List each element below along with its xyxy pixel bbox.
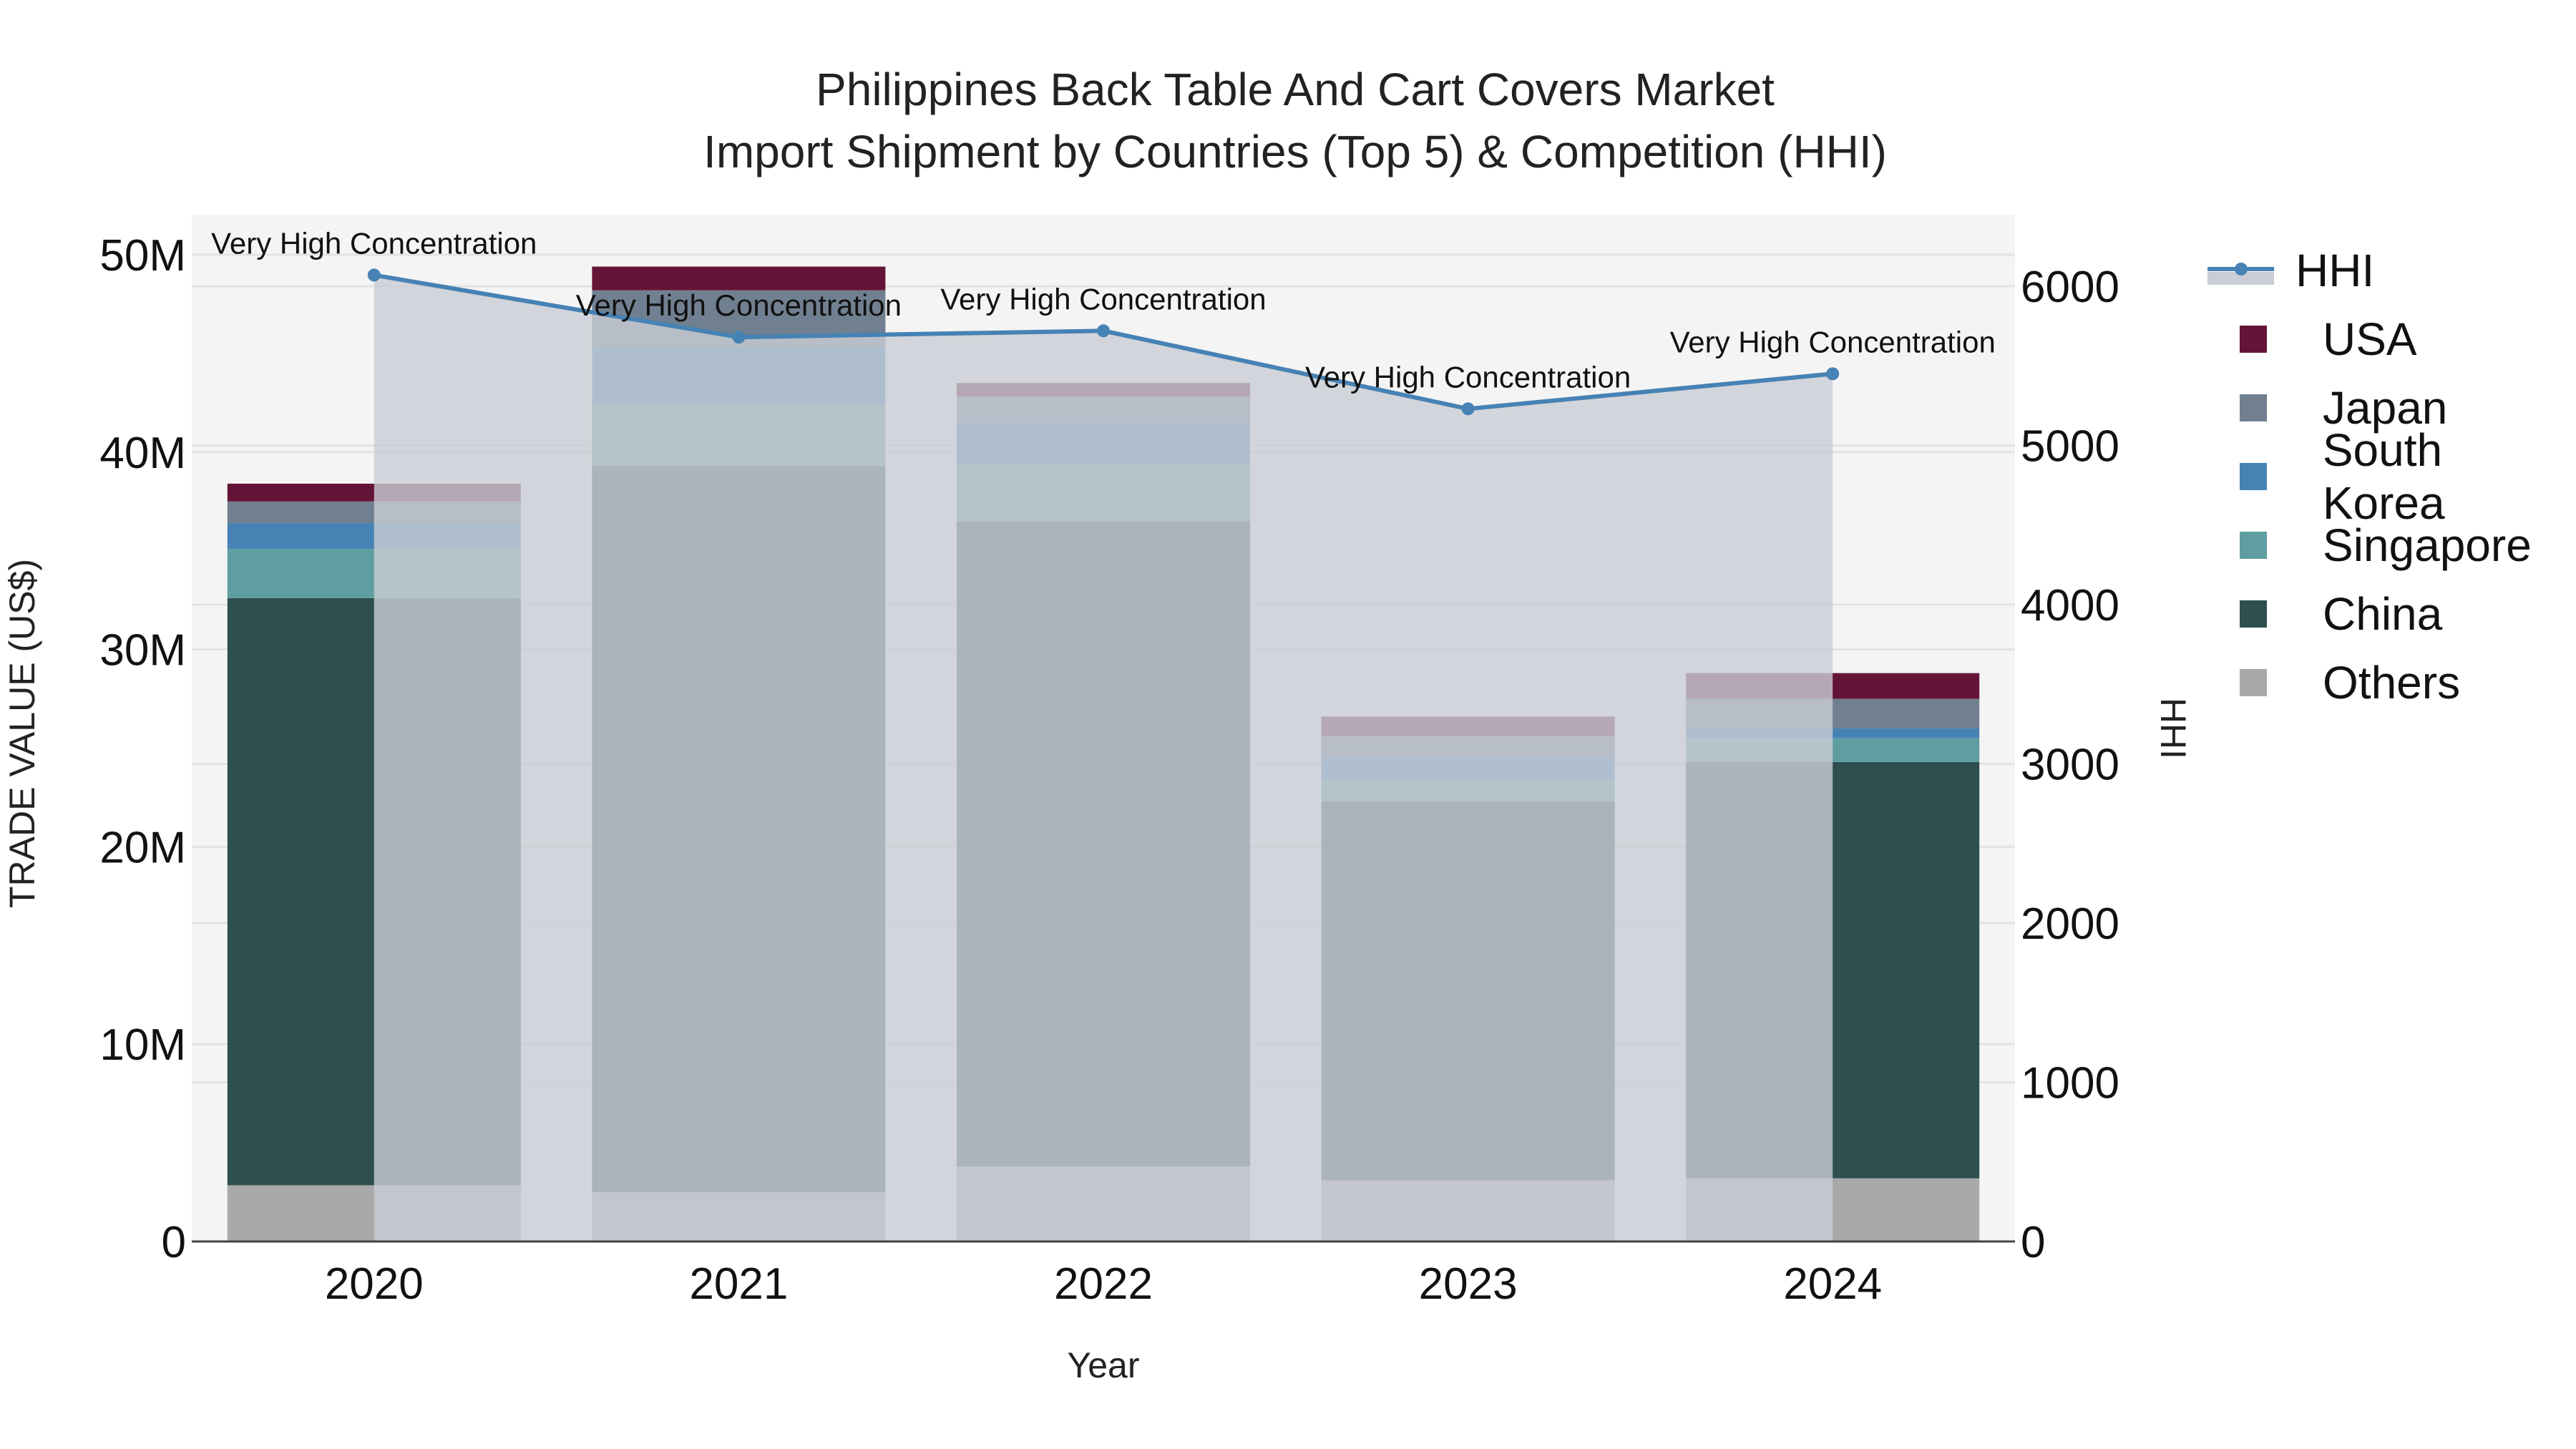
x-tick: 2024 xyxy=(1783,1259,1882,1309)
legend-item-hhi[interactable]: HHI xyxy=(2207,236,2576,305)
legend-item-china[interactable]: China xyxy=(2207,580,2576,648)
legend-label: Others xyxy=(2323,657,2461,708)
x-tick: 2023 xyxy=(1419,1259,1518,1309)
y-left-tick: 40M xyxy=(99,429,186,478)
x-tick: 2022 xyxy=(1054,1259,1153,1309)
legend-item-south-korea[interactable]: South Korea xyxy=(2207,424,2576,529)
line-marker-icon xyxy=(2207,256,2274,285)
chart-title-line1: Philippines Back Table And Cart Covers M… xyxy=(816,64,1775,115)
hhi-point[interactable] xyxy=(367,268,381,282)
y-right-tick: 3000 xyxy=(2021,741,2119,790)
y-left-tick: 20M xyxy=(99,823,186,872)
legend-label: Singapore xyxy=(2323,519,2532,571)
y-left-axis-title: TRADE VALUE (US$) xyxy=(2,559,42,908)
legend-label: South Korea xyxy=(2322,424,2445,529)
color-swatch-icon xyxy=(2240,326,2267,353)
bar-segment-usa[interactable] xyxy=(592,266,886,291)
y-right-tick: 2000 xyxy=(2021,899,2119,949)
y-left-tick: 0 xyxy=(162,1218,186,1267)
color-swatch-icon xyxy=(2240,463,2267,490)
hhi-area xyxy=(374,275,1833,1241)
y-right-axis-title: HHI xyxy=(2153,698,2193,759)
hhi-annotation: Very High Concentration xyxy=(1305,360,1631,394)
chart-title-line2: Import Shipment by Countries (Top 5) & C… xyxy=(703,126,1887,177)
y-right-tick: 5000 xyxy=(2021,422,2119,472)
color-swatch-icon xyxy=(2240,394,2267,421)
hhi-annotation: Very High Concentration xyxy=(1670,325,1996,358)
x-tick: 2021 xyxy=(689,1259,788,1309)
color-swatch-icon xyxy=(2240,669,2267,696)
legend-item-japan[interactable]: Japan xyxy=(2207,374,2576,442)
legend-item-usa[interactable]: USA xyxy=(2207,305,2576,374)
legend-label: HHI xyxy=(2296,245,2375,296)
y-left-tick: 30M xyxy=(99,626,186,675)
color-swatch-icon xyxy=(2240,532,2267,559)
y-right-tick: 6000 xyxy=(2021,263,2119,312)
x-tick: 2020 xyxy=(325,1259,424,1309)
y-right-tick: 4000 xyxy=(2021,581,2119,630)
y-left-tick: 10M xyxy=(99,1020,186,1070)
hhi-point[interactable] xyxy=(1826,367,1840,381)
color-swatch-icon xyxy=(2240,600,2267,628)
hhi-point[interactable] xyxy=(1461,402,1475,416)
hhi-annotation: Very High Concentration xyxy=(940,282,1266,316)
legend-item-others[interactable]: Others xyxy=(2207,648,2576,717)
hhi-annotation: Very High Concentration xyxy=(576,288,902,322)
legend-item-singapore[interactable]: Singapore xyxy=(2207,511,2576,580)
legend: HHI USA Japan South Korea Singapore China Othe… xyxy=(2207,236,2576,717)
x-axis-title: Year xyxy=(1067,1345,1139,1385)
legend-label: USA xyxy=(2323,313,2417,365)
y-right-tick: 1000 xyxy=(2021,1059,2119,1108)
hhi-annotation: Very High Concentration xyxy=(211,226,537,260)
y-left-tick: 50M xyxy=(99,231,186,280)
y-right-tick: 0 xyxy=(2021,1218,2045,1267)
legend-label: China xyxy=(2323,588,2443,640)
hhi-point[interactable] xyxy=(732,331,746,344)
legend-label: Japan xyxy=(2323,382,2448,434)
hhi-point[interactable] xyxy=(1097,324,1110,338)
